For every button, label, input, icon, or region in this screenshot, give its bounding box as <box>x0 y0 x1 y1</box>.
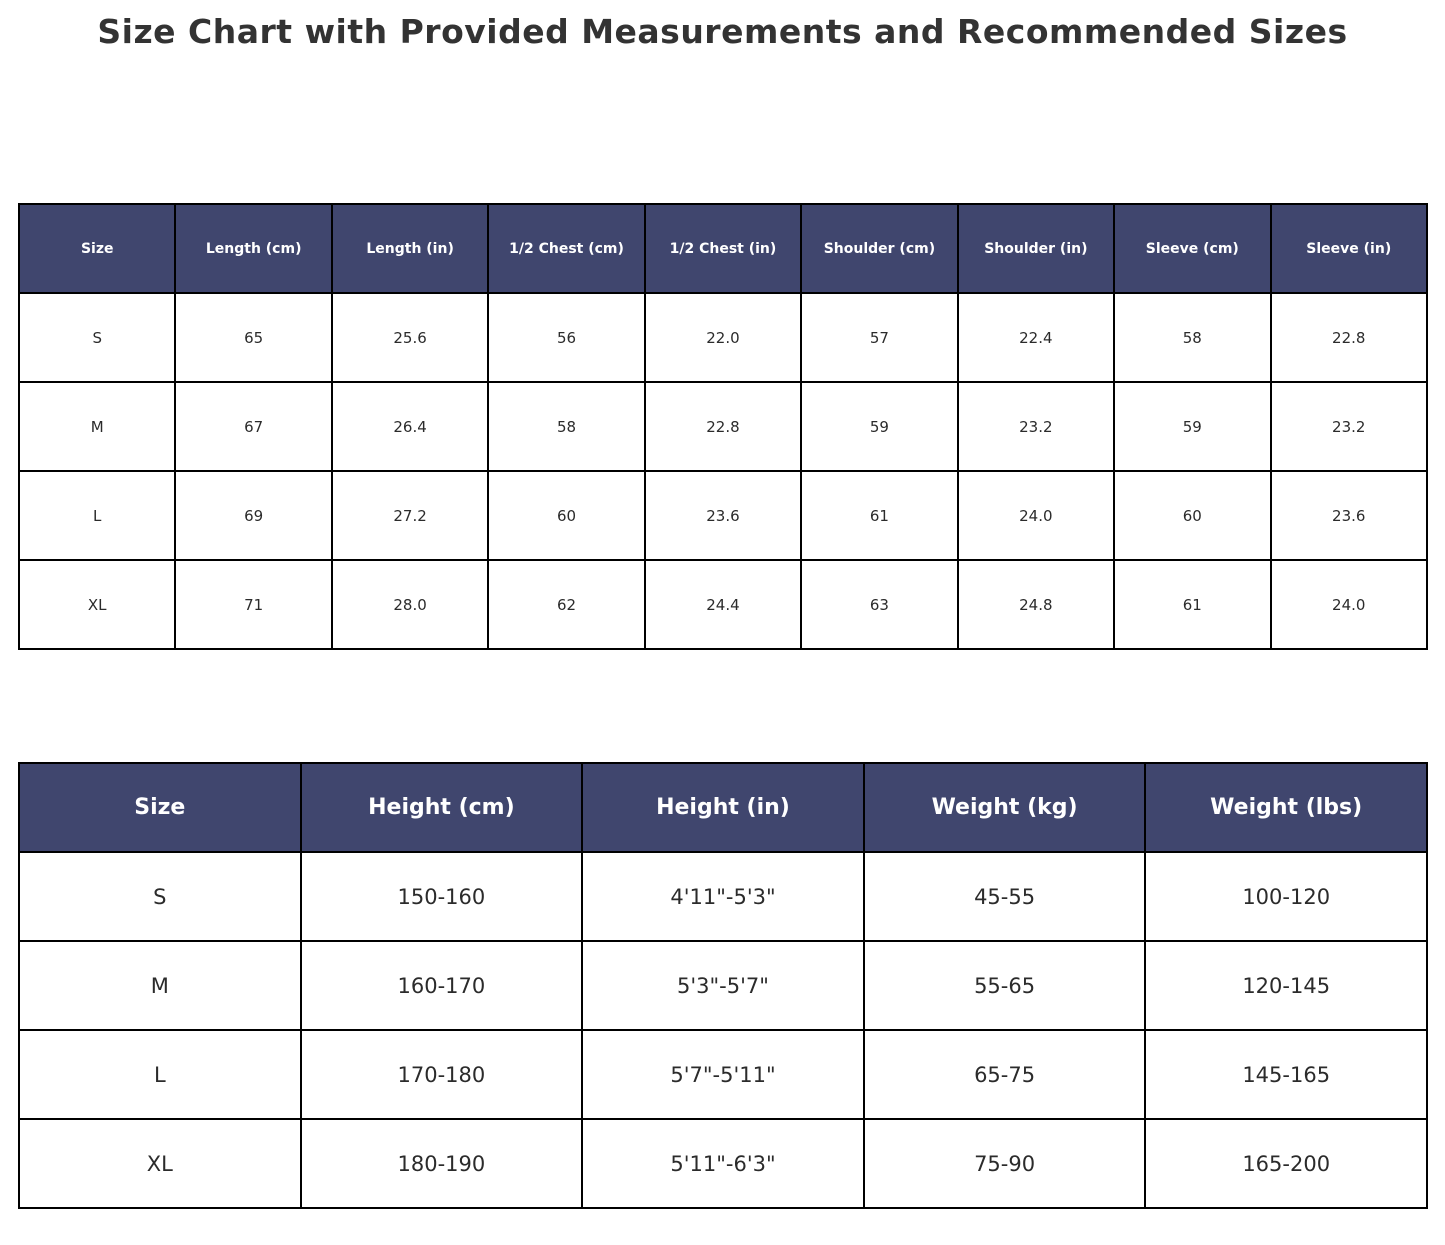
table-cell: 22.8 <box>1269 292 1428 383</box>
table-cell: 22.0 <box>643 292 803 383</box>
table-cell: 71 <box>174 559 333 650</box>
table-cell: 45-55 <box>862 851 1147 942</box>
table-cell: 24.0 <box>1269 559 1428 650</box>
table-cell: XL <box>18 1118 302 1209</box>
table-cell: 56 <box>487 292 646 383</box>
table-row-s: S 150-160 4'11"-5'3" 45-55 100-120 <box>18 851 1428 942</box>
table-cell: 24.4 <box>643 559 803 650</box>
table-cell: 58 <box>487 381 646 472</box>
table-row-m: M 160-170 5'3"-5'7" 55-65 120-145 <box>18 940 1428 1031</box>
table-cell: 59 <box>800 381 959 472</box>
column-header-size: Size <box>17 203 177 294</box>
table-cell: 5'3"-5'7" <box>581 940 865 1031</box>
table-cell: 62 <box>487 559 646 650</box>
table-cell: 160-170 <box>299 940 584 1031</box>
measurements-table: Size Length (cm) Length (in) 1/2 Chest (… <box>17 203 1428 650</box>
measurements-table-body: S 65 25.6 56 22.0 57 22.4 58 22.8 M 67 2… <box>17 292 1428 650</box>
column-header-half-chest-cm: 1/2 Chest (cm) <box>487 203 646 294</box>
table-cell: 60 <box>1113 470 1272 561</box>
table-cell: 23.6 <box>1269 470 1428 561</box>
header-row: Size Length (cm) Length (in) 1/2 Chest (… <box>17 203 1428 294</box>
table-cell: 60 <box>487 470 646 561</box>
header-row: Size Height (cm) Height (in) Weight (kg)… <box>18 762 1428 853</box>
table-cell: 22.8 <box>643 381 803 472</box>
table-cell: 170-180 <box>299 1029 584 1120</box>
table-cell: 180-190 <box>299 1118 584 1209</box>
table-row-m: M 67 26.4 58 22.8 59 23.2 59 23.2 <box>17 381 1428 472</box>
table-cell: 25.6 <box>330 292 490 383</box>
table-cell: 75-90 <box>862 1118 1147 1209</box>
table-cell: 65 <box>174 292 333 383</box>
table-cell: 23.6 <box>643 470 803 561</box>
table-cell: 27.2 <box>330 470 490 561</box>
table-cell: S <box>18 851 302 942</box>
table-cell: 65-75 <box>862 1029 1147 1120</box>
column-header-length-in: Length (in) <box>330 203 490 294</box>
column-header-shoulder-cm: Shoulder (cm) <box>800 203 959 294</box>
table-cell: XL <box>17 559 177 650</box>
table-cell: 28.0 <box>330 559 490 650</box>
table-row-l: L 170-180 5'7"-5'11" 65-75 145-165 <box>18 1029 1428 1120</box>
table-cell: 24.8 <box>956 559 1116 650</box>
column-header-shoulder-in: Shoulder (in) <box>956 203 1116 294</box>
table-cell: 61 <box>800 470 959 561</box>
table-cell: 100-120 <box>1144 851 1428 942</box>
recommended-table-body: S 150-160 4'11"-5'3" 45-55 100-120 M 160… <box>18 851 1428 1209</box>
column-header-weight-lbs: Weight (lbs) <box>1144 762 1428 853</box>
table-cell: 57 <box>800 292 959 383</box>
table-cell: 23.2 <box>956 381 1116 472</box>
column-header-weight-kg: Weight (kg) <box>862 762 1147 853</box>
page-title: Size Chart with Provided Measurements an… <box>97 12 1348 51</box>
table-cell: L <box>18 1029 302 1120</box>
table-cell: 5'11"-6'3" <box>581 1118 865 1209</box>
recommended-table-head: Size Height (cm) Height (in) Weight (kg)… <box>18 762 1428 853</box>
table-cell: 24.0 <box>956 470 1116 561</box>
table-cell: M <box>18 940 302 1031</box>
column-header-length-cm: Length (cm) <box>174 203 333 294</box>
column-header-sleeve-in: Sleeve (in) <box>1269 203 1428 294</box>
table-cell: 165-200 <box>1144 1118 1428 1209</box>
table-cell: 22.4 <box>956 292 1116 383</box>
table-cell: 145-165 <box>1144 1029 1428 1120</box>
table-cell: 58 <box>1113 292 1272 383</box>
table-cell: 61 <box>1113 559 1272 650</box>
table-row-xl: XL 180-190 5'11"-6'3" 75-90 165-200 <box>18 1118 1428 1209</box>
table-cell: 63 <box>800 559 959 650</box>
column-header-height-in: Height (in) <box>581 762 865 853</box>
table-cell: 55-65 <box>862 940 1147 1031</box>
table-cell: M <box>17 381 177 472</box>
measurements-table-container: Size Length (cm) Length (in) 1/2 Chest (… <box>17 203 1428 650</box>
table-cell: 120-145 <box>1144 940 1428 1031</box>
measurements-table-head: Size Length (cm) Length (in) 1/2 Chest (… <box>17 203 1428 294</box>
table-cell: 69 <box>174 470 333 561</box>
table-row-xl: XL 71 28.0 62 24.4 63 24.8 61 24.0 <box>17 559 1428 650</box>
table-cell: 5'7"-5'11" <box>581 1029 865 1120</box>
column-header-height-cm: Height (cm) <box>299 762 584 853</box>
table-cell: 67 <box>174 381 333 472</box>
table-cell: 26.4 <box>330 381 490 472</box>
column-header-sleeve-cm: Sleeve (cm) <box>1113 203 1272 294</box>
table-cell: 150-160 <box>299 851 584 942</box>
column-header-size: Size <box>18 762 302 853</box>
table-cell: S <box>17 292 177 383</box>
table-cell: 59 <box>1113 381 1272 472</box>
table-cell: 4'11"-5'3" <box>581 851 865 942</box>
recommended-sizes-table: Size Height (cm) Height (in) Weight (kg)… <box>18 762 1428 1209</box>
recommended-sizes-table-container: Size Height (cm) Height (in) Weight (kg)… <box>18 762 1428 1209</box>
table-cell: 23.2 <box>1269 381 1428 472</box>
table-row-s: S 65 25.6 56 22.0 57 22.4 58 22.8 <box>17 292 1428 383</box>
column-header-half-chest-in: 1/2 Chest (in) <box>643 203 803 294</box>
table-cell: L <box>17 470 177 561</box>
table-row-l: L 69 27.2 60 23.6 61 24.0 60 23.6 <box>17 470 1428 561</box>
